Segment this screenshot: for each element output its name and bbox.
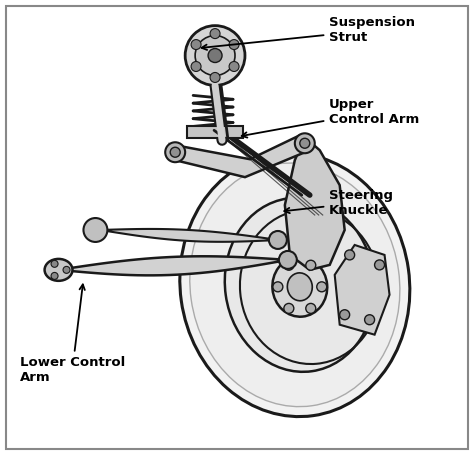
Circle shape [340,310,350,320]
Polygon shape [100,229,278,242]
Circle shape [284,303,294,313]
Circle shape [306,260,316,270]
Bar [187,126,243,138]
Circle shape [185,25,245,86]
Circle shape [195,35,235,76]
Circle shape [63,266,70,273]
Text: Suspension
Strut: Suspension Strut [201,16,415,50]
Ellipse shape [45,259,73,281]
Circle shape [269,231,287,249]
Circle shape [191,40,201,50]
Polygon shape [170,135,310,177]
Circle shape [165,142,185,162]
Circle shape [365,315,374,325]
Polygon shape [285,137,345,270]
Text: Lower Control
Arm: Lower Control Arm [19,284,125,384]
Circle shape [51,273,58,279]
Circle shape [229,61,239,71]
Circle shape [295,133,315,153]
Text: Upper
Control Arm: Upper Control Arm [242,98,419,137]
Circle shape [51,260,58,268]
Circle shape [210,72,220,82]
Circle shape [284,260,294,270]
Circle shape [279,251,297,269]
Ellipse shape [273,257,327,317]
Polygon shape [335,245,390,335]
Circle shape [317,282,327,292]
Ellipse shape [287,273,312,301]
Circle shape [300,138,310,148]
Circle shape [306,303,316,313]
Polygon shape [59,256,288,275]
Ellipse shape [190,163,400,407]
Circle shape [210,29,220,39]
Circle shape [170,147,180,157]
Ellipse shape [180,153,410,417]
Text: Steering
Knuckle: Steering Knuckle [284,188,393,217]
Circle shape [191,61,201,71]
Circle shape [345,250,355,260]
Ellipse shape [225,198,375,372]
Circle shape [208,49,222,62]
Circle shape [374,260,384,270]
Circle shape [229,40,239,50]
Circle shape [83,218,108,242]
Circle shape [273,282,283,292]
